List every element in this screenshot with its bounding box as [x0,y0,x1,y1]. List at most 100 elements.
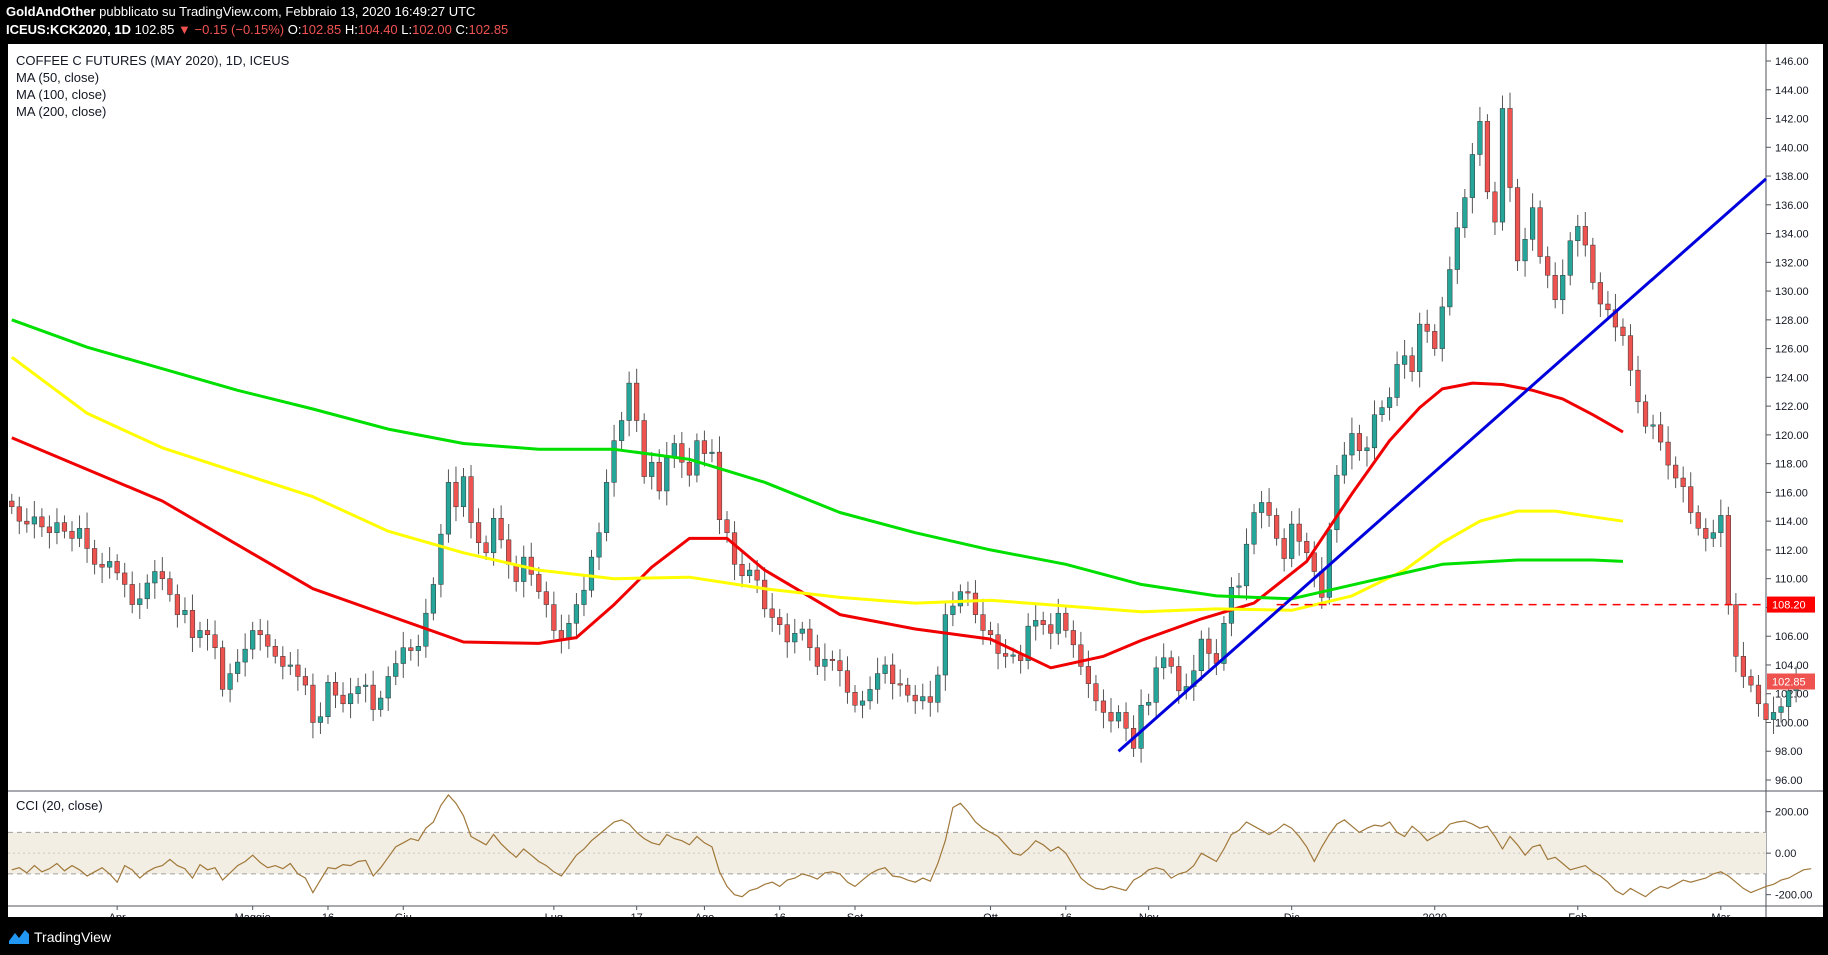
candle-down [370,670,376,722]
candle-body [920,696,926,702]
candle-body [1725,515,1731,605]
candle-body [972,592,979,615]
legend-ma50[interactable]: MA (50, close) [16,70,100,85]
candle-down [1048,613,1054,650]
candle-up [1191,654,1197,701]
candle-body [107,561,113,568]
candle-body [596,532,602,558]
candle-body [739,564,745,577]
candle-body [1402,355,1408,365]
candle-up [875,657,881,704]
candle-up [1198,630,1204,681]
candle-down [528,542,534,586]
candle-body [152,571,158,584]
candle-down [475,508,482,555]
price-tick-label: 104.00 [1775,660,1809,672]
candle-body [1499,108,1506,223]
price-tick-label: 126.00 [1775,344,1809,356]
time-tick-label: Apr [109,912,126,917]
candle-body [1582,226,1588,246]
candle-body [1085,666,1091,684]
candle-body [69,530,75,539]
candle-down [536,567,542,599]
candle-body [189,610,196,638]
candle-body [1567,240,1573,276]
candle-body [1176,666,1182,692]
candle-down [1552,262,1558,309]
candle-down [912,685,918,714]
candle-body [1356,433,1363,451]
candle-down [257,618,263,651]
candle-body [235,661,241,674]
candle-body [24,520,30,525]
candle-body [1545,256,1551,276]
candle-down [302,667,308,696]
candle-down [91,539,98,575]
candle-down [1281,528,1287,572]
candle-body [257,630,263,636]
price-tick-label: 112.00 [1775,545,1808,557]
candle-body [159,571,165,579]
candle-down [453,466,459,522]
candle-up [1447,256,1453,316]
candle-body [897,683,903,686]
candle-up [1258,490,1265,529]
candle-body [867,689,873,702]
price-tick-label: 106.00 [1775,631,1809,643]
candle-down [995,623,1001,670]
candle-body [310,684,316,723]
cci-legend[interactable]: CCI (20, close) [16,798,103,813]
candle-body [453,482,459,508]
candle-up [603,469,610,542]
price-tick-label: 142.00 [1775,114,1809,126]
candle-up [317,702,324,734]
price-tick-label: 144.00 [1775,85,1809,97]
legend-ma200[interactable]: MA (200, close) [16,104,107,119]
time-tick-label: Nov [1139,912,1159,917]
candle-body [393,663,399,677]
candle-body [965,591,971,594]
candle-body [807,628,813,648]
candle-down [340,682,346,713]
price-change: −0.15 (−0.15%) [194,22,285,37]
candle-up [867,676,873,710]
candle-down [1725,506,1731,615]
candle-body [445,482,452,535]
time-tick-label: 17 [631,912,643,917]
publish-line: GoldAndOther pubblicato su TradingView.c… [6,4,475,20]
candle-body [1642,401,1649,427]
candle-up [393,650,399,686]
candle-body [1703,528,1709,539]
price-tick-label: 136.00 [1775,200,1809,212]
candle-body [980,614,986,631]
legend-ma100[interactable]: MA (100, close) [16,87,107,102]
chart-frame[interactable]: 146.00 144.00 142.00 140.00 138.00 136.00 134.… [8,44,1823,917]
candle-body [204,630,211,636]
tradingview-logo-icon [9,930,29,944]
candle-up [1394,351,1400,407]
candle-body [1206,638,1212,654]
down-arrow-icon: ▼ [178,22,191,37]
last-price-tag [1767,673,1815,690]
candle-down [1432,324,1438,356]
candle-up [152,559,158,599]
candle-body [1710,532,1716,539]
candle-down [1673,456,1679,489]
candle-down [1590,237,1596,290]
candle-body [987,630,994,636]
candle-up [250,621,256,660]
candle-body [355,686,361,694]
candle-body [99,564,105,568]
price-tick-label: 122.00 [1775,401,1809,413]
candle-down [1612,293,1619,342]
candle-body [573,604,580,624]
candle-body [1251,512,1257,545]
chart-canvas[interactable]: 146.00 144.00 142.00 140.00 138.00 136.00 134.… [8,44,1823,917]
candle-body [1243,543,1250,587]
candle-body [852,692,858,706]
candle-body [1770,712,1777,720]
legend-title: COFFEE C FUTURES (MAY 2020), 1D, ICEUS [16,53,290,68]
author-name[interactable]: GoldAndOther [6,4,96,19]
cci-tick-label: -200.00 [1775,890,1812,902]
candle-body [1469,154,1475,198]
